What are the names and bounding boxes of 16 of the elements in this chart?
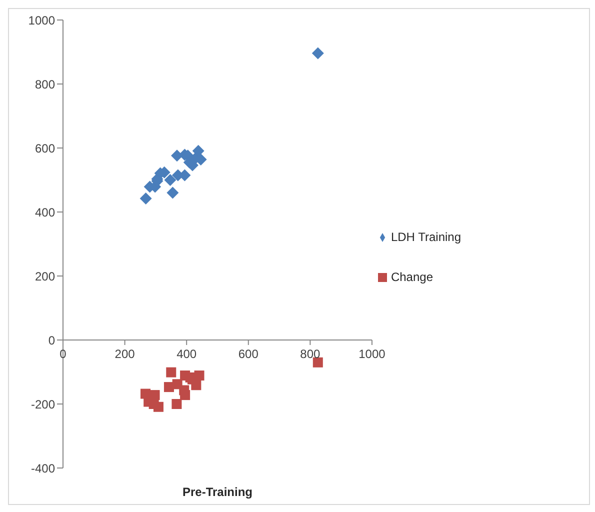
y-tick-label: 1000 [28, 13, 56, 28]
y-tick-label: 0 [48, 333, 56, 348]
y-tick-label: -200 [30, 397, 56, 412]
x-tick-label: 400 [176, 347, 197, 361]
x-tick-label: 1000 [358, 347, 386, 361]
y-tick-label: 400 [34, 205, 56, 220]
y-tick-label: -400 [30, 461, 56, 476]
x-tick-label: 800 [300, 347, 321, 361]
y-tick-label: 600 [34, 141, 56, 156]
legend-label: LDH Training [390, 230, 461, 244]
x-tick-label: 200 [114, 347, 136, 361]
y-tick-label: 800 [34, 77, 56, 92]
legend-label: Change [390, 270, 434, 284]
x-tick-label: 600 [238, 347, 259, 361]
x-axis-title: Pre-Training [182, 485, 252, 499]
y-tick-label: 200 [34, 269, 56, 284]
